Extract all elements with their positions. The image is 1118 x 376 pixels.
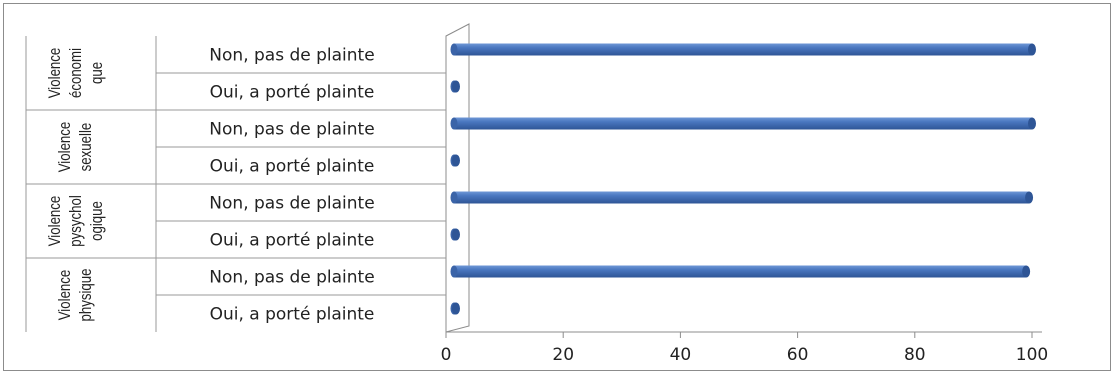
group-label: Violence <box>46 196 65 247</box>
group-label: Violence <box>56 122 75 173</box>
bar-end-cap <box>1028 117 1036 130</box>
bar <box>450 228 460 241</box>
category-label: Oui, a porté plainte <box>210 305 375 325</box>
bar-body <box>454 191 1030 204</box>
bar-start-cap <box>450 191 458 204</box>
group-label: pysychol <box>67 195 86 247</box>
axes-layer <box>25 23 1042 338</box>
x-tick-label: 20 <box>552 345 574 365</box>
bar <box>450 154 460 167</box>
bar-body <box>454 265 1027 278</box>
bar-start-cap <box>450 43 458 56</box>
x-tick-label: 40 <box>670 345 692 365</box>
bar <box>450 80 460 93</box>
x-tick-label: 80 <box>904 345 926 365</box>
chart-frame <box>3 3 1111 371</box>
group-label: que <box>88 62 107 84</box>
x-tick-label: 60 <box>787 345 809 365</box>
group-label: économi <box>67 48 86 98</box>
labels-layer: 0 20 40 60 80 100 Non, pas de plainte Oui, a po… <box>46 46 1049 366</box>
bar <box>450 302 460 315</box>
category-label: Non, pas de plainte <box>209 46 374 66</box>
bar-end-cap <box>452 302 460 315</box>
category-label: Non, pas de plainte <box>209 194 374 214</box>
bar-end-cap <box>1022 265 1031 278</box>
bar <box>450 265 1031 278</box>
bars-layer <box>450 43 1036 315</box>
bar-end-cap <box>1028 43 1036 56</box>
x-tick-label: 0 <box>441 345 452 365</box>
group-label: Violence <box>56 270 75 321</box>
bar-end-cap <box>1025 191 1034 204</box>
category-label: Non, pas de plainte <box>209 120 374 140</box>
category-label: Oui, a porté plainte <box>210 83 375 103</box>
category-label: Oui, a porté plainte <box>210 231 375 251</box>
group-label: Violence <box>46 48 65 99</box>
bar-end-cap <box>452 228 460 241</box>
bar-body <box>454 117 1032 130</box>
bar-body <box>454 43 1032 56</box>
group-label: ogique <box>88 201 107 241</box>
category-label: Non, pas de plainte <box>209 268 374 288</box>
bar <box>450 117 1036 130</box>
bar <box>450 43 1036 56</box>
bar-start-cap <box>450 117 458 130</box>
bar-end-cap <box>452 80 460 93</box>
category-label: Oui, a porté plainte <box>210 157 375 177</box>
bar-start-cap <box>450 265 458 278</box>
x-tick-label: 100 <box>1016 345 1048 365</box>
group-label: physique <box>77 268 96 321</box>
bar <box>450 191 1034 204</box>
group-label: sexuelle <box>77 123 96 172</box>
axis-wall <box>445 23 470 333</box>
bar-end-cap <box>452 154 460 167</box>
